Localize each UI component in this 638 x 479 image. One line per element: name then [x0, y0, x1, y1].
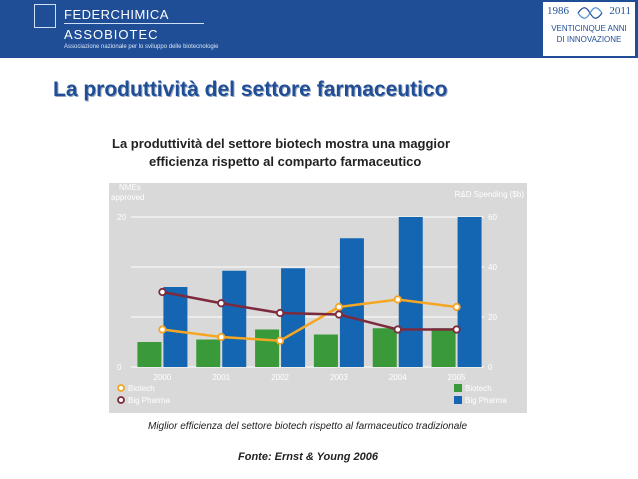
bar-biotech	[255, 329, 280, 367]
x-tick-label: 2002	[271, 373, 289, 382]
point-big-pharma	[217, 299, 226, 308]
point-big-pharma	[158, 287, 167, 297]
legend-swatch-big-pharma-bar	[454, 396, 462, 404]
bar-big-pharma	[281, 268, 306, 367]
header-bar: FEDERCHIMICA ASSOBIOTEC Associazione naz…	[0, 0, 638, 58]
point-biotech	[158, 325, 167, 334]
badge-line1: VENTICINQUE ANNI	[551, 24, 627, 33]
legend-swatch-biotech-bar	[454, 384, 462, 392]
subtitle-line1: La produttività del settore biotech most…	[112, 136, 451, 151]
legend-label-biotech-line: Biotech	[128, 384, 155, 393]
point-biotech	[217, 332, 226, 342]
right-axis-tick-label: 20	[488, 313, 497, 322]
x-tick-label: 2003	[330, 373, 348, 382]
org-tagline: Associazione nazionale per lo sviluppo d…	[64, 44, 219, 50]
left-axis-label-line1: NMEs	[119, 183, 141, 192]
bar-big-pharma	[339, 238, 364, 367]
badge-year-start: 1986	[547, 5, 569, 17]
org-name-federchimica: FEDERCHIMICA	[64, 7, 169, 22]
bar-biotech	[313, 334, 338, 367]
point-biotech	[452, 302, 461, 312]
legend-marker-biotech-line	[117, 384, 125, 392]
bar-big-pharma	[457, 217, 482, 367]
legend-label-biotech-bar: Biotech	[465, 384, 492, 393]
left-axis-label-line2: approved	[111, 193, 144, 202]
point-big-pharma	[334, 310, 344, 319]
line-big-pharma	[162, 290, 457, 331]
bar-big-pharma	[222, 270, 247, 367]
point-big-pharma	[452, 325, 461, 334]
chart-caption: Miglior efficienza del settore biotech r…	[148, 421, 468, 432]
point-biotech	[334, 302, 344, 312]
right-axis-label: R&D Spending ($b)	[455, 190, 525, 199]
x-tick-label: 2001	[212, 373, 230, 382]
legend-label-big-pharma-line: Big Pharma	[128, 396, 170, 405]
left-axis-tick-label: 0	[117, 363, 122, 372]
left-axis-tick-label: 20	[117, 213, 126, 222]
bar-biotech	[431, 328, 456, 367]
point-biotech	[393, 295, 402, 304]
bar-big-pharma	[398, 217, 423, 367]
point-big-pharma	[275, 308, 285, 318]
page-title: La produttività del settore farmaceutico	[53, 78, 448, 101]
dna-helix-icon	[577, 7, 603, 19]
bar-big-pharma	[163, 287, 188, 367]
right-axis-tick-label: 60	[488, 213, 497, 222]
badge-year-end: 2011	[609, 5, 631, 17]
org-name-assobiotec: ASSOBIOTEC	[64, 27, 159, 42]
subtitle-line2: efficienza rispetto al comparto farmaceu…	[149, 154, 422, 169]
header-divider	[64, 23, 204, 24]
legend-marker-big-pharma-line	[117, 396, 125, 404]
point-big-pharma	[393, 325, 402, 334]
x-tick-label: 2005	[448, 373, 466, 382]
bar-biotech	[196, 339, 221, 367]
anniversary-badge: 1986 2011 VENTICINQUE ANNI DI INNOVAZION…	[543, 2, 635, 56]
legend-label-big-pharma-bar: Big Pharma	[465, 396, 507, 405]
point-biotech	[275, 336, 285, 345]
line-biotech	[162, 298, 457, 343]
bar-biotech	[372, 328, 397, 367]
x-tick-label: 2000	[154, 373, 172, 382]
badge-line2: DI INNOVAZIONE	[556, 35, 622, 44]
federchimica-logo-icon	[34, 4, 56, 28]
right-axis-tick-label: 0	[488, 363, 493, 372]
bar-biotech	[137, 342, 162, 367]
right-axis-tick-label: 40	[488, 263, 497, 272]
x-tick-label: 2004	[389, 373, 407, 382]
source-note: Fonte: Ernst & Young 2006	[238, 451, 378, 463]
